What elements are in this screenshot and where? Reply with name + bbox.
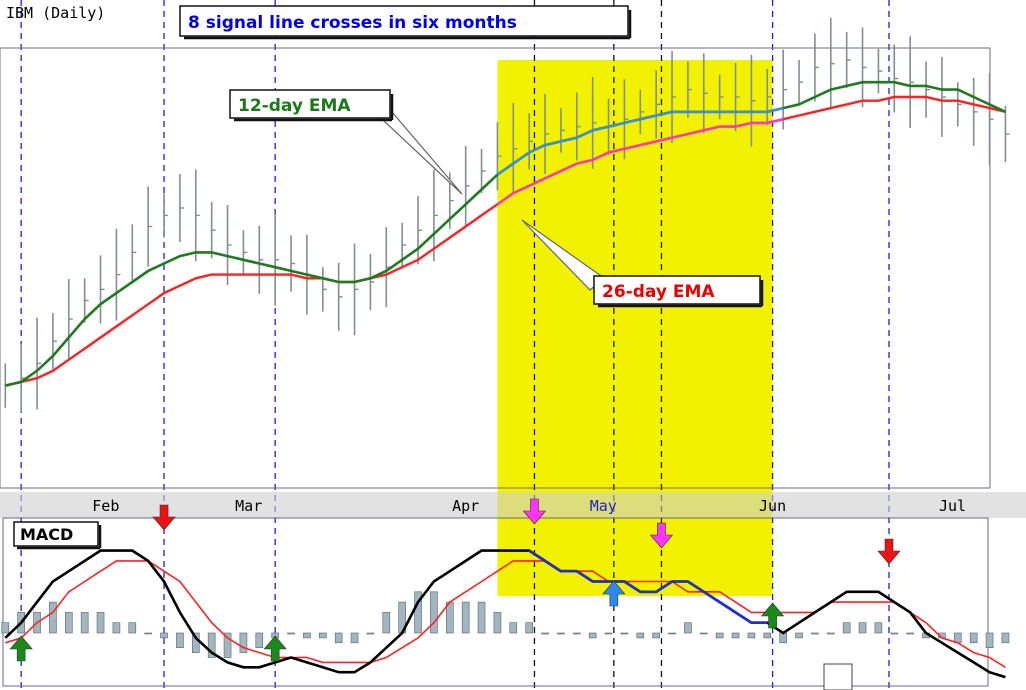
month-label: Jul [939, 497, 966, 515]
ema12-callout-box [229, 89, 391, 119]
macd-histogram-bar [795, 632, 803, 639]
macd-histogram-bar [176, 632, 184, 648]
macd-histogram-bar [255, 632, 264, 648]
macd-histogram-bar [588, 632, 597, 639]
macd-histogram-bar [985, 632, 994, 648]
buy-arrow [9, 635, 33, 662]
buy-arrow [760, 602, 785, 629]
macd-histogram-bar [96, 612, 105, 634]
buy-arrow [602, 580, 626, 607]
macd-histogram-bar [699, 632, 708, 635]
ema26-callout-label: 26-day EMA [602, 282, 715, 302]
macd-histogram-bar [1001, 632, 1010, 644]
macd-histogram-bar [430, 591, 438, 634]
macd-histogram-bar [64, 612, 73, 634]
macd-histogram-bar [334, 632, 343, 644]
month-label: Feb [92, 497, 119, 515]
macd-histogram-bar [525, 622, 533, 634]
macd-histogram-bar [636, 632, 645, 639]
macd-histogram-bar [874, 622, 883, 634]
macd-histogram-bar [811, 632, 819, 635]
ticker-title: IBM (Daily) [6, 4, 105, 22]
macd-panel-label: MACD [20, 525, 73, 544]
macd-histogram-bar [509, 622, 518, 634]
macd-histogram-bar [303, 632, 311, 639]
macd-histogram-bar [541, 632, 549, 635]
macd-histogram-bar [969, 632, 978, 644]
month-label: Jun [759, 497, 786, 515]
macd-histogram-bar [287, 632, 295, 635]
macd-histogram-bar [668, 632, 676, 635]
month-strip [0, 492, 1026, 518]
macd-histogram-bar [461, 601, 470, 634]
macd-histogram-bar [160, 632, 168, 639]
macd-line-in-window [528, 549, 768, 624]
sell-arrow [152, 504, 176, 531]
macd-histogram-bar [620, 632, 629, 635]
macd-histogram-bar [318, 632, 327, 639]
macd-histogram-bar [763, 632, 772, 639]
macd-histogram-bar [112, 622, 121, 634]
macd-line [4, 549, 1006, 679]
subtitle-box [179, 5, 629, 37]
macd-histogram-bar [858, 622, 867, 634]
macd-histogram-bar [80, 612, 89, 634]
macd-histogram-bar [684, 622, 692, 634]
month-label: Apr [452, 497, 479, 515]
buy-arrow [263, 635, 287, 662]
macd-histogram-bar [477, 601, 486, 634]
sell-arrow [877, 538, 901, 565]
macd-histogram-bar [350, 632, 359, 644]
macd-histogram-bar [382, 612, 391, 634]
macd-histogram-bar [747, 632, 756, 639]
macd-label-box [13, 521, 99, 547]
macd-histogram-bar [207, 632, 216, 658]
macd-histogram-bar [493, 612, 502, 634]
ema26-callout-box [593, 275, 761, 305]
macd-histogram-bar [144, 632, 152, 635]
macd-histogram-bar [49, 601, 57, 634]
ema12-callout-label: 12-day EMA [238, 96, 351, 116]
macd-histogram-bar [731, 632, 740, 639]
macd-histogram-bar [128, 622, 137, 634]
month-label: May [590, 497, 617, 515]
sell-arrow [522, 498, 547, 525]
macd-histogram-bar [652, 632, 660, 639]
macd-histogram-bar [445, 601, 454, 634]
price-panel-frame [0, 47, 991, 489]
sell-arrow [649, 522, 674, 549]
macd-histogram-bar [239, 632, 248, 653]
macd-histogram-bar [1, 622, 10, 634]
chart-subtitle: 8 signal line crosses in six months [188, 13, 517, 33]
macd-histogram-bar [842, 622, 851, 634]
macd-histogram-bar [604, 632, 613, 635]
ema26-line-in-window [496, 118, 784, 206]
macd-histogram-bar [557, 632, 565, 635]
macd-panel-frame [2, 517, 989, 687]
macd-histogram-bar [223, 632, 232, 658]
corner-box [823, 663, 853, 690]
macd-histogram-bar [366, 632, 375, 635]
macd-histogram-bar [572, 632, 581, 635]
macd-histogram-bar [906, 632, 914, 635]
macd-histogram-bar [890, 632, 899, 635]
signal-line [5, 560, 1006, 668]
macd-histogram-bar [414, 591, 422, 634]
macd-histogram-bar [715, 632, 724, 639]
ema12-line-in-window [496, 106, 784, 176]
macd-histogram-bar [826, 632, 835, 635]
month-label: Mar [235, 497, 262, 515]
